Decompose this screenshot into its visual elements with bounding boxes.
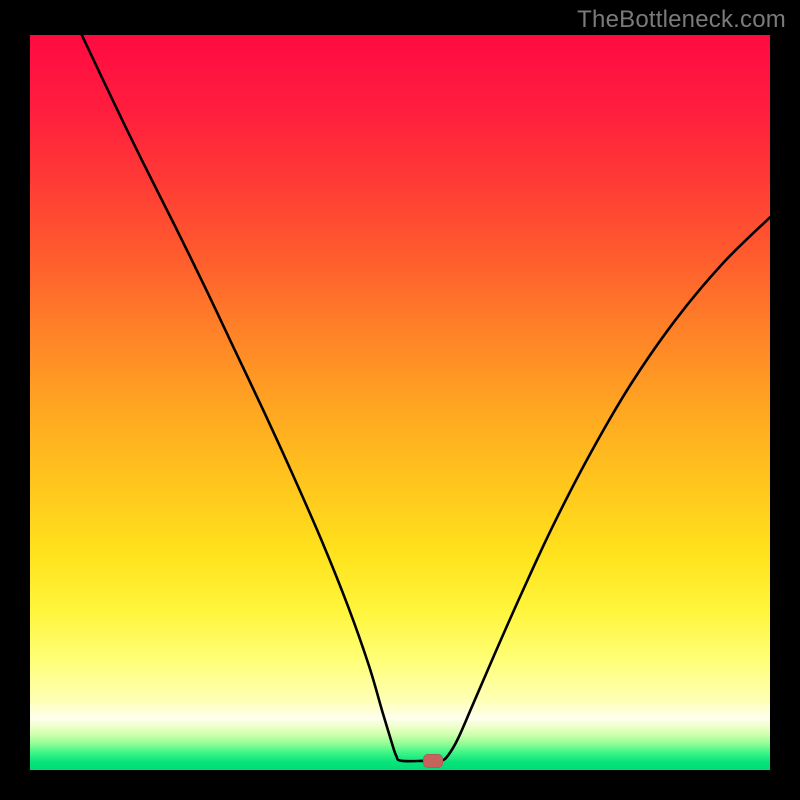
chart-frame: TheBottleneck.com	[0, 0, 800, 800]
gradient-background	[30, 35, 770, 770]
watermark-text: TheBottleneck.com	[577, 6, 786, 34]
plot-area	[30, 35, 770, 770]
value-marker	[423, 754, 443, 768]
